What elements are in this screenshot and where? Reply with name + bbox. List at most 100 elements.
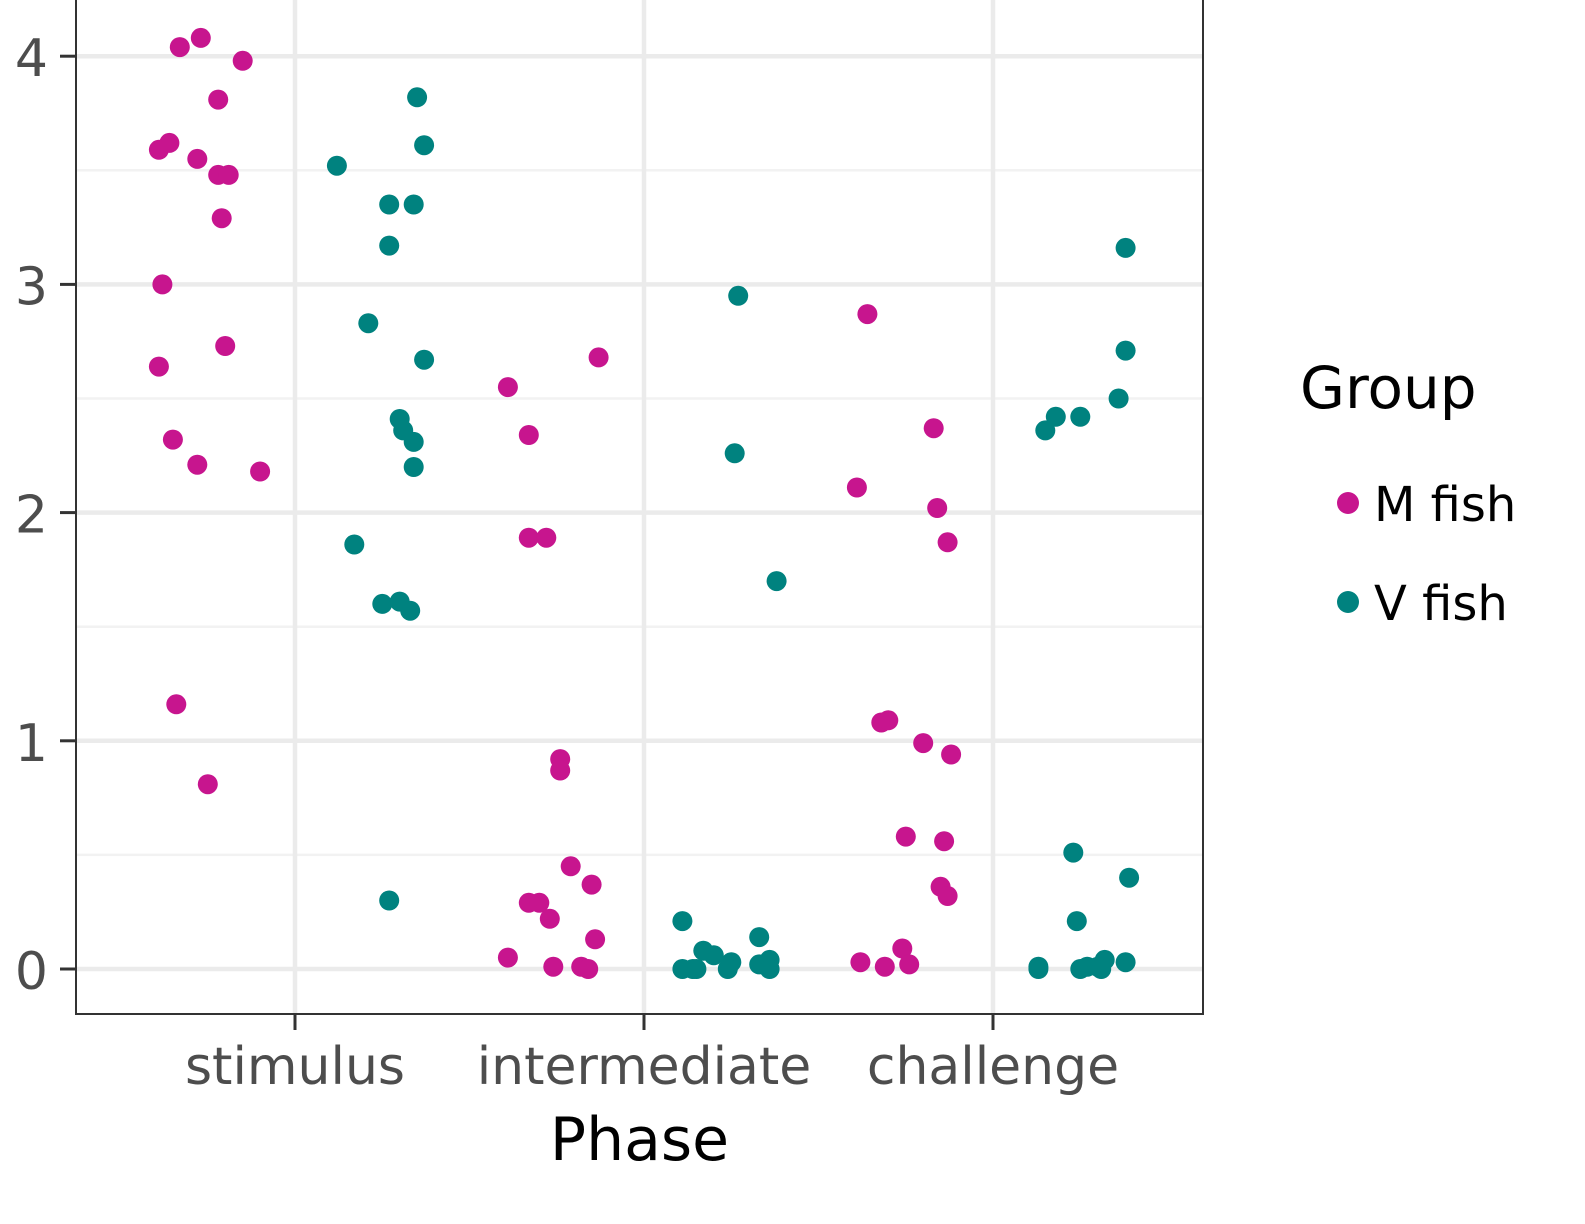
point-v-fish xyxy=(344,534,365,555)
point-m-fish xyxy=(913,733,934,754)
point-m-fish xyxy=(497,947,518,968)
point-v-fish xyxy=(379,194,400,215)
x-axis-title: Phase xyxy=(550,1105,729,1175)
point-m-fish xyxy=(874,956,895,977)
point-m-fish xyxy=(588,347,609,368)
y-tick-label: 4 xyxy=(15,29,48,89)
x-tick-label: challenge xyxy=(867,1037,1119,1097)
point-v-fish xyxy=(1070,406,1091,427)
legend-title: Group xyxy=(1300,354,1477,422)
point-v-fish xyxy=(1115,340,1136,361)
point-m-fish xyxy=(250,461,271,482)
legend: Group M fish V fish xyxy=(1300,354,1516,632)
point-m-fish xyxy=(162,429,183,450)
point-m-fish xyxy=(208,89,229,110)
point-m-fish xyxy=(152,274,173,295)
point-m-fish xyxy=(539,908,560,929)
point-m-fish xyxy=(169,37,190,58)
point-m-fish xyxy=(923,418,944,439)
y-tick-label: 2 xyxy=(15,486,48,546)
y-tick-label: 3 xyxy=(15,257,48,317)
point-v-fish xyxy=(403,194,424,215)
point-m-fish xyxy=(166,694,187,715)
point-m-fish xyxy=(581,874,602,895)
point-m-fish xyxy=(211,208,232,229)
legend-label-m-fish: M fish xyxy=(1374,477,1516,533)
point-m-fish xyxy=(850,952,871,973)
point-m-fish xyxy=(518,425,539,445)
point-m-fish xyxy=(148,356,169,377)
point-v-fish xyxy=(749,927,770,948)
point-v-fish xyxy=(766,571,787,592)
point-m-fish xyxy=(197,774,218,795)
point-m-fish xyxy=(857,304,878,325)
point-m-fish xyxy=(518,527,539,548)
data-points xyxy=(148,27,1140,979)
point-m-fish xyxy=(578,959,599,979)
y-axis: 0 1 2 3 4 xyxy=(15,29,76,1002)
point-v-fish xyxy=(407,87,428,108)
point-v-fish xyxy=(686,959,707,979)
point-m-fish xyxy=(846,477,867,498)
point-v-fish xyxy=(728,285,749,306)
plot-panel-border xyxy=(75,0,1204,1015)
point-m-fish xyxy=(895,826,916,847)
point-v-fish xyxy=(703,945,724,966)
point-m-fish xyxy=(218,164,239,185)
point-m-fish xyxy=(190,27,211,48)
point-m-fish xyxy=(892,938,913,959)
x-axis: stimulus intermediate challenge xyxy=(185,1014,1119,1097)
point-m-fish xyxy=(560,856,581,877)
point-m-fish xyxy=(536,527,557,548)
point-m-fish xyxy=(927,498,948,518)
legend-label-v-fish: V fish xyxy=(1374,576,1508,632)
point-m-fish xyxy=(232,50,253,71)
point-m-fish xyxy=(497,377,518,398)
point-v-fish xyxy=(414,349,435,370)
point-v-fish xyxy=(672,911,693,932)
y-tick-label: 0 xyxy=(15,942,48,1002)
point-v-fish xyxy=(379,890,400,911)
x-tick-label: intermediate xyxy=(477,1037,812,1097)
point-v-fish xyxy=(1045,406,1066,427)
legend-key-v-fish xyxy=(1337,591,1359,613)
point-v-fish xyxy=(1119,867,1140,888)
point-v-fish xyxy=(759,959,780,979)
point-m-fish xyxy=(585,929,606,950)
point-v-fish xyxy=(403,431,424,452)
point-v-fish xyxy=(372,593,393,614)
point-v-fish xyxy=(1035,420,1056,441)
y-tick-label: 1 xyxy=(15,714,48,774)
point-m-fish xyxy=(937,886,958,906)
point-v-fish xyxy=(724,443,745,464)
point-v-fish xyxy=(379,235,400,256)
x-tick-label: stimulus xyxy=(185,1037,405,1097)
point-v-fish xyxy=(403,457,424,477)
point-v-fish xyxy=(1063,842,1084,863)
point-v-fish xyxy=(400,600,421,621)
point-m-fish xyxy=(215,336,236,356)
point-m-fish xyxy=(543,956,564,977)
point-m-fish xyxy=(187,454,208,475)
minor-gridlines xyxy=(76,169,1203,857)
point-v-fish xyxy=(1115,952,1136,973)
point-m-fish xyxy=(941,744,962,765)
point-v-fish xyxy=(1091,959,1112,979)
point-v-fish xyxy=(326,155,347,176)
point-m-fish xyxy=(187,148,208,169)
point-m-fish xyxy=(159,132,180,153)
point-v-fish xyxy=(414,135,435,156)
point-m-fish xyxy=(878,710,899,731)
point-m-fish xyxy=(937,532,958,553)
major-gridlines xyxy=(76,0,1203,1014)
point-v-fish xyxy=(1028,959,1049,979)
point-v-fish xyxy=(358,313,379,334)
point-m-fish xyxy=(899,954,920,975)
point-v-fish xyxy=(1108,388,1129,409)
point-m-fish xyxy=(529,892,550,913)
point-v-fish xyxy=(1066,911,1087,932)
point-m-fish xyxy=(934,831,955,852)
legend-key-m-fish xyxy=(1337,492,1359,514)
